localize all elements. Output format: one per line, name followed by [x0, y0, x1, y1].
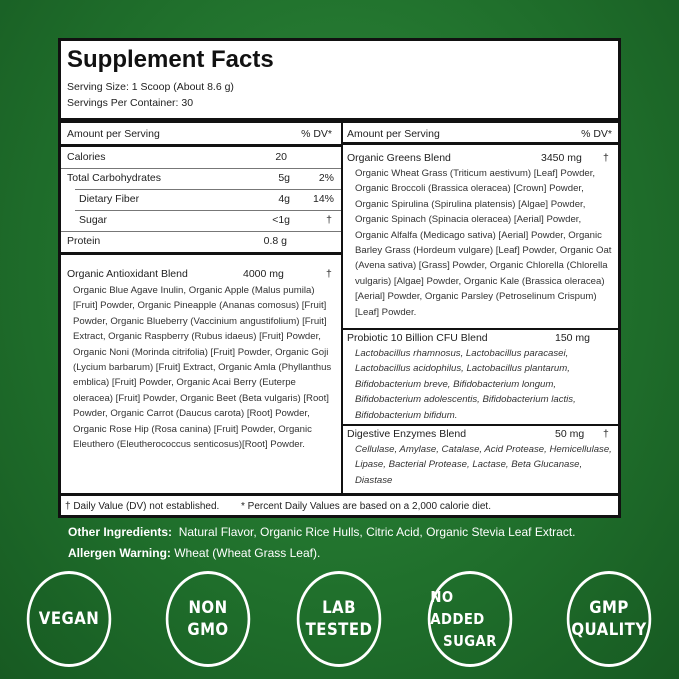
badge-text: TESTED [305, 620, 373, 640]
blend-amount: 4000 mg [243, 268, 284, 280]
badge-text: NON [188, 598, 228, 618]
badge: LAB TESTED [296, 571, 382, 667]
other-label: Other Ingredients: [68, 525, 173, 539]
badge: NON GMO [165, 571, 251, 667]
badge-text: GMP [589, 598, 629, 618]
other-ingredients: Other Ingredients: Natural Flavor, Organ… [68, 525, 576, 539]
badge-text: VEGAN [38, 609, 100, 629]
badge-text: GMO [187, 620, 229, 640]
nutrient-dv: 14% [312, 193, 334, 205]
divider [61, 493, 618, 496]
row-divider [75, 210, 341, 211]
nutrient-name: Total Carbohydrates [67, 172, 161, 184]
blend-amount: 150 mg [555, 332, 591, 344]
divider [61, 144, 341, 147]
divider [343, 424, 618, 426]
allergen-text: Wheat (Wheat Grass Leaf). [174, 546, 321, 560]
allergen-warning: Allergen Warning: Wheat (Wheat Grass Lea… [68, 546, 320, 560]
nutrient-amount: 0.8 g [263, 235, 287, 247]
dv-header: % DV* [581, 128, 612, 140]
blend-ingredients: Organic Wheat Grass (Triticum aestivum) … [355, 168, 612, 318]
badge-text: QUALITY [571, 620, 647, 640]
title: Supplement Facts [67, 46, 274, 73]
divider [343, 328, 618, 330]
blend-name: Probiotic 10 Billion CFU Blend [347, 332, 488, 344]
blend-mark: † [603, 152, 609, 164]
badge-text: NO ADDED [430, 588, 485, 628]
blend-mark: † [326, 268, 332, 280]
blend-name: Organic Antioxidant Blend [67, 268, 188, 280]
blend-ingredients: Lactobacillus rhamnosus, Lactobacillus p… [355, 348, 576, 421]
divider [61, 118, 618, 123]
allergen-label: Allergen Warning: [68, 546, 171, 560]
facts-panel: Supplement Facts Serving Size: 1 Scoop (… [58, 38, 621, 518]
nutrient-dv: † [326, 214, 332, 226]
badge: NO ADDED SUGAR [427, 571, 513, 667]
row-divider [75, 189, 341, 190]
nutrient-amount: 4g [278, 193, 290, 205]
badge-text: SUGAR [443, 632, 497, 650]
nutrient-amount: 5g [278, 172, 290, 184]
blend-amount: 50 mg [555, 428, 585, 440]
dagger-note: † Daily Value (DV) not established. [65, 501, 220, 512]
nutrient-name: Dietary Fiber [79, 193, 140, 205]
row-divider [61, 231, 341, 232]
nutrient-name: Protein [67, 235, 101, 247]
other-text: Natural Flavor, Organic Rice Hulls, Citr… [178, 525, 576, 539]
blend-ingredients: Organic Blue Agave Inulin, Organic Apple… [73, 285, 332, 451]
column-divider [341, 123, 343, 495]
blend-name: Digestive Enzymes Blend [347, 428, 467, 440]
nutrient-amount: 20 [275, 151, 287, 163]
nutrient-amount: <1g [272, 214, 290, 226]
serving-size: Serving Size: 1 Scoop (About 8.6 g) [67, 81, 234, 93]
amount-header: Amount per Serving [67, 128, 160, 140]
nutrient-name: Sugar [79, 214, 108, 226]
divider [343, 142, 618, 145]
blend-name: Organic Greens Blend [347, 152, 451, 164]
badge: VEGAN [26, 571, 112, 667]
dv-header: % DV* [301, 128, 332, 140]
percent-note: * Percent Daily Values are based on a 2,… [241, 501, 491, 512]
blend-amount: 3450 mg [541, 152, 582, 164]
badge: GMP QUALITY [566, 571, 652, 667]
nutrient-name: Calories [67, 151, 106, 163]
amount-header: Amount per Serving [347, 128, 440, 140]
servings-per-container: Servings Per Container: 30 [67, 97, 194, 109]
blend-ingredients: Cellulase, Amylase, Catalase, Acid Prote… [355, 444, 612, 486]
row-divider [61, 168, 341, 169]
blend-mark: † [603, 428, 609, 440]
divider [61, 252, 341, 255]
badge-text: LAB [322, 598, 356, 618]
nutrient-dv: 2% [318, 172, 334, 184]
